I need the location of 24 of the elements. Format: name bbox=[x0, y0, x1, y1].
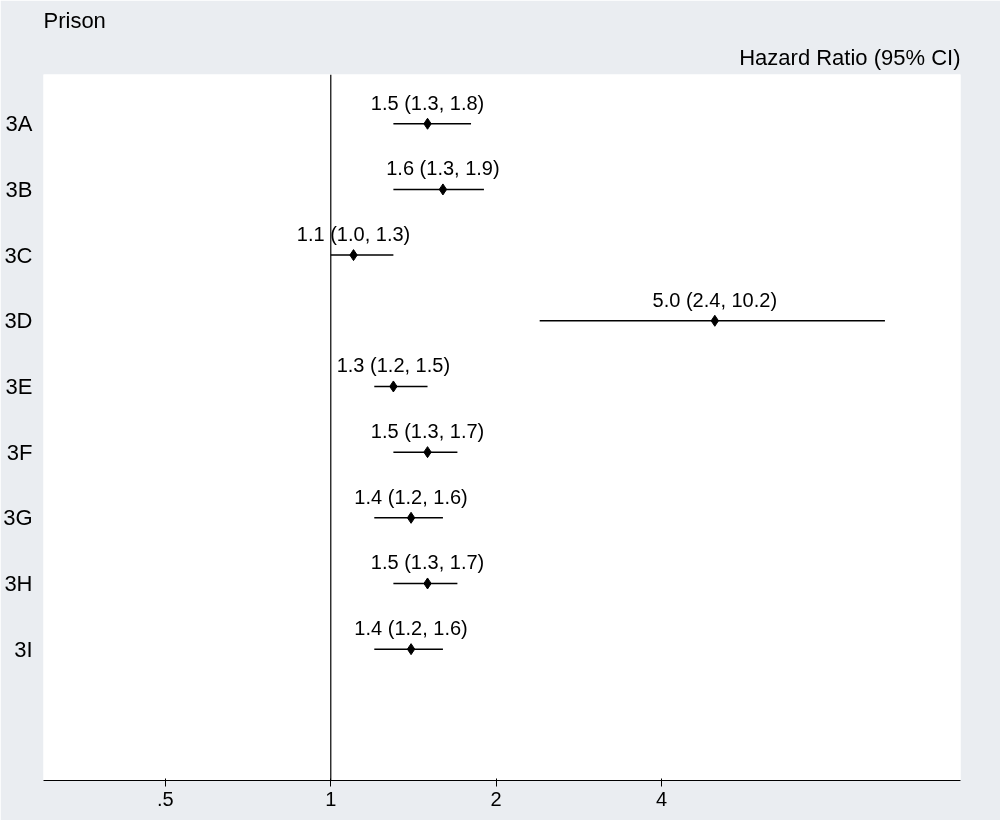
data-label: 1.4 (1.2, 1.6) bbox=[354, 617, 468, 640]
y-tick-label: 3D bbox=[4, 308, 33, 334]
y-tick-label: 3F bbox=[6, 439, 33, 465]
text: Hazard Ratio (95% CI) bbox=[739, 44, 961, 70]
y-tick-label: 3H bbox=[4, 570, 33, 596]
y-tick-label: 3I bbox=[14, 636, 33, 662]
data-label: 1.6 (1.3, 1.9) bbox=[386, 157, 500, 180]
data-label: 1.3 (1.2, 1.5) bbox=[336, 354, 451, 377]
data-label: 1.5 (1.3, 1.7) bbox=[370, 420, 485, 443]
x-tick-label: 4 bbox=[656, 787, 668, 810]
data-label: 5.0 (2.4, 10.2) bbox=[652, 288, 778, 311]
y-tick-label: 3B bbox=[5, 176, 33, 202]
y-tick-label: 3G bbox=[3, 505, 33, 531]
data-label: 1.1 (1.0, 1.3) bbox=[296, 223, 411, 246]
y-axis-title: Prison bbox=[43, 7, 106, 33]
y-tick-label: 3C bbox=[4, 242, 33, 268]
y-tick-label: 3E bbox=[5, 373, 33, 399]
x-tick-label: .5 bbox=[157, 787, 174, 810]
x-tick-label: 2 bbox=[490, 787, 502, 810]
y-tick-label: 3A bbox=[5, 111, 33, 137]
data-label: 1.5 (1.3, 1.7) bbox=[370, 551, 485, 574]
x-tick-label: 1 bbox=[325, 787, 337, 810]
data-label: 1.4 (1.2, 1.6) bbox=[354, 485, 468, 508]
data-label: 1.5 (1.3, 1.8) bbox=[370, 91, 485, 114]
